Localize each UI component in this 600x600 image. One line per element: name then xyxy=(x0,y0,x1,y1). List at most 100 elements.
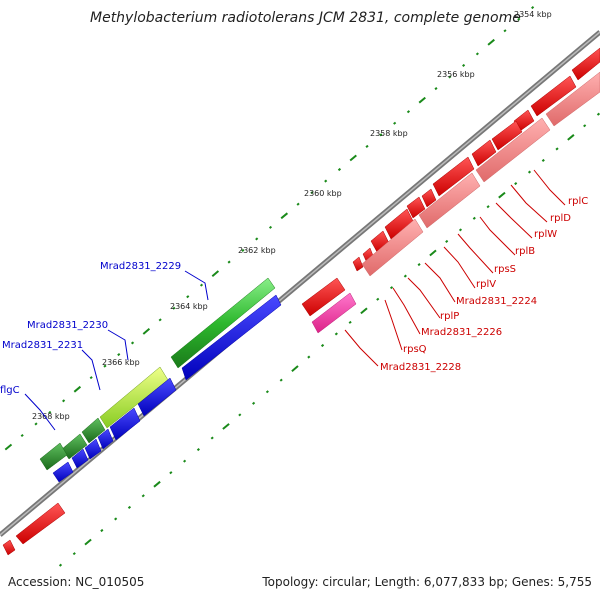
minor-tick-mark xyxy=(183,459,187,463)
minor-tick-mark xyxy=(365,144,369,148)
major-tick-mark xyxy=(567,134,575,141)
minor-tick-mark xyxy=(503,29,507,33)
minor-tick-mark xyxy=(596,112,600,116)
leader-lines-right xyxy=(344,169,566,367)
forward-strand-genes-left xyxy=(39,277,276,471)
minor-tick-mark xyxy=(406,110,411,114)
minor-tick-mark xyxy=(62,399,66,403)
gene-feature-mrad2831-2229[interactable] xyxy=(170,277,276,369)
minor-tick-mark xyxy=(324,179,328,183)
major-tick-mark xyxy=(142,328,151,335)
major-tick-mark xyxy=(4,443,13,451)
gene-label-rplc[interactable]: rplC xyxy=(568,196,588,207)
minor-tick-mark xyxy=(252,401,256,405)
minor-tick-mark xyxy=(310,191,314,195)
gene-label-mrad2831-2229[interactable]: Mrad2831_2229 xyxy=(100,261,181,272)
minor-tick-mark xyxy=(337,167,342,172)
major-tick-mark xyxy=(280,212,289,220)
minor-tick-mark xyxy=(417,263,421,267)
gene-feature-blue-3[interactable] xyxy=(109,407,141,441)
minor-tick-mark xyxy=(172,306,176,310)
reverse-strand-genes-right xyxy=(311,71,600,334)
minor-tick-mark xyxy=(100,528,104,533)
gene-feature-rpld[interactable] xyxy=(530,75,577,117)
minor-tick-mark xyxy=(448,75,452,79)
gene-label-mrad2831-2226[interactable]: Mrad2831_2226 xyxy=(421,327,502,338)
gene-label-rplw[interactable]: rplW xyxy=(534,229,557,240)
gene-label-rpld[interactable]: rplD xyxy=(550,213,571,224)
gene-feature-salmon-2[interactable] xyxy=(475,117,551,183)
gene-label-rpss[interactable]: rpsS xyxy=(494,264,516,275)
genome-backbone xyxy=(0,30,600,537)
minor-tick-mark xyxy=(117,353,121,357)
minor-tick-mark xyxy=(393,121,397,125)
minor-tick-mark xyxy=(555,147,559,151)
minor-tick-mark xyxy=(531,6,535,10)
gene-feature-blue-6[interactable] xyxy=(71,448,89,469)
minor-tick-mark xyxy=(103,364,107,368)
gene-label-mrad2831-2224[interactable]: Mrad2831_2224 xyxy=(456,296,537,307)
major-tick-mark xyxy=(153,480,161,488)
gene-feature-red-bottom-2[interactable] xyxy=(2,539,16,556)
gene-feature-rplv[interactable] xyxy=(432,156,475,197)
tick-label: 2360 kbp xyxy=(304,189,342,198)
minor-tick-mark xyxy=(379,133,383,137)
gene-label-rplb[interactable]: rplB xyxy=(515,246,535,257)
minor-tick-mark xyxy=(268,225,273,229)
minor-tick-mark xyxy=(130,341,135,345)
minor-tick-mark xyxy=(434,87,438,91)
minor-tick-mark xyxy=(255,237,259,241)
major-tick-mark xyxy=(73,385,82,393)
gene-feature-flgc[interactable] xyxy=(61,433,88,460)
minor-tick-mark xyxy=(20,433,24,438)
gene-feature-rplb[interactable] xyxy=(491,120,523,151)
topology-summary-text: Topology: circular; Length: 6,077,833 bp… xyxy=(262,575,592,589)
major-tick-mark xyxy=(418,96,426,104)
minor-tick-mark xyxy=(34,422,38,426)
tick-label: 2354 kbp xyxy=(514,10,552,19)
gene-feature-rplc[interactable] xyxy=(571,47,600,81)
gene-label-flgc[interactable]: flgC xyxy=(0,385,20,396)
minor-tick-mark xyxy=(141,494,145,498)
gene-feature-salmon-1[interactable] xyxy=(545,71,600,127)
minor-tick-mark xyxy=(127,505,132,509)
gene-feature-red-bottom-1[interactable] xyxy=(15,502,66,545)
reverse-strand-genes-left xyxy=(52,294,282,483)
gene-feature-mrad2831-2231[interactable] xyxy=(81,417,106,444)
forward-strand-genes-right xyxy=(2,47,600,556)
gene-feature-mrad2831-2228[interactable] xyxy=(301,277,346,317)
minor-tick-mark xyxy=(462,63,466,67)
gene-feature-blue-5[interactable] xyxy=(84,438,102,460)
accession-text: Accession: NC_010505 xyxy=(8,575,145,589)
gene-feature-flgb[interactable] xyxy=(39,442,68,471)
gene-feature-blue-7[interactable] xyxy=(52,461,74,483)
major-tick-mark xyxy=(429,249,437,257)
major-tick-mark xyxy=(211,270,220,277)
gene-label-mrad2831-2230[interactable]: Mrad2831_2230 xyxy=(27,320,108,331)
gene-label-rplp[interactable]: rplP xyxy=(440,311,459,322)
gene-label-mrad2831-2228[interactable]: Mrad2831_2228 xyxy=(380,362,461,373)
gene-feature-rplp[interactable] xyxy=(406,196,426,219)
minor-tick-mark xyxy=(389,286,394,290)
gene-label-rplv[interactable]: rplV xyxy=(476,279,496,290)
gene-feature-blue-2[interactable] xyxy=(137,377,177,417)
gene-label-rpsq[interactable]: rpsQ xyxy=(403,344,427,355)
gene-feature-magenta[interactable] xyxy=(311,292,357,334)
gene-feature-rpss[interactable] xyxy=(471,139,497,167)
gene-labels-right: rplC rplD rplW rplB rpsS rplV Mrad2831_2… xyxy=(380,196,588,373)
tick-labels: 2354 kbp 2356 kbp 2358 kbp 2360 kbp 2362… xyxy=(32,10,552,421)
gene-label-mrad2831-2231[interactable]: Mrad2831_2231 xyxy=(2,340,83,351)
major-tick-mark xyxy=(487,38,495,46)
minor-tick-mark xyxy=(517,17,521,21)
gene-feature-salmon-3[interactable] xyxy=(418,172,481,229)
minor-tick-mark xyxy=(210,436,214,440)
gene-feature-salmon-4[interactable] xyxy=(361,218,424,277)
minor-tick-mark xyxy=(376,297,380,301)
gene-feature-mrad2831-2224[interactable] xyxy=(421,188,437,208)
minor-tick-mark xyxy=(196,448,200,452)
gene-feature-blue-4[interactable] xyxy=(97,428,114,450)
gene-feature-red-tiny[interactable] xyxy=(352,256,364,272)
gene-feature-blue-1[interactable] xyxy=(181,294,282,381)
